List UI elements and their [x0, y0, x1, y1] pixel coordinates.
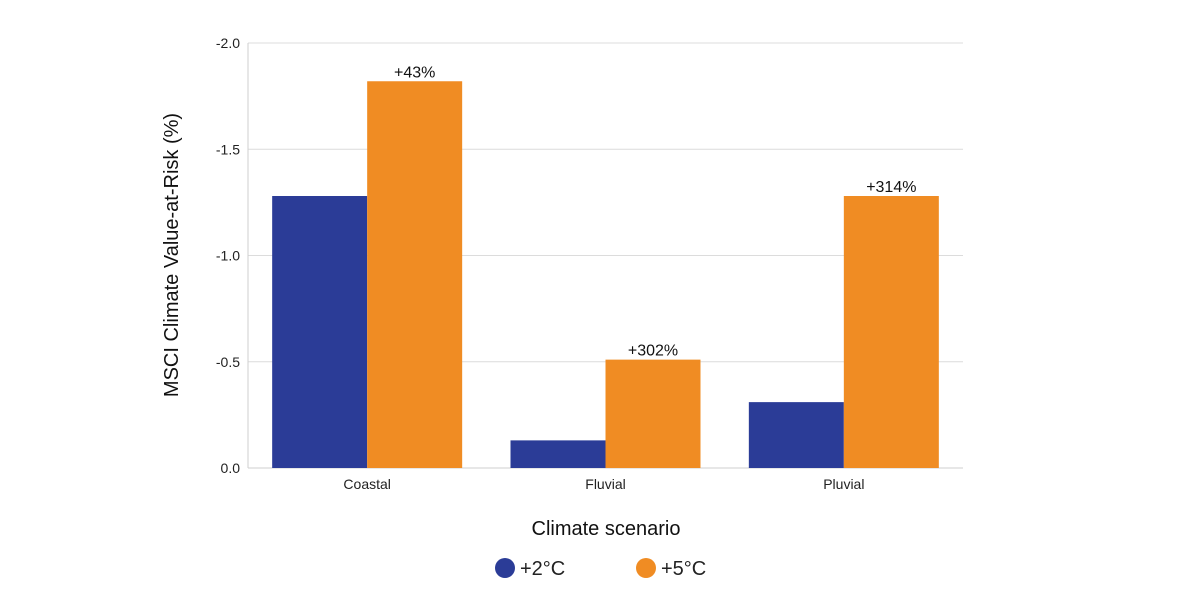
legend-label: +2°C	[520, 558, 565, 580]
y-axis-title: MSCI Climate Value-at-Risk (%)	[161, 113, 183, 397]
y-tick-label: -2.0	[216, 35, 240, 51]
bar-data-label: +43%	[394, 64, 435, 81]
legend-label: +5°C	[661, 558, 706, 580]
bar-pluvial-plus2c	[748, 402, 844, 468]
x-tick-label: Pluvial	[823, 476, 864, 492]
y-tick-label: -1.0	[216, 248, 240, 264]
x-axis-ticks: Coastal Fluvial Pluvial	[343, 476, 864, 492]
x-tick-label: Fluvial	[585, 476, 625, 492]
legend-swatch	[636, 558, 656, 578]
y-tick-label: -0.5	[216, 354, 240, 370]
bar-pluvial-plus5c	[843, 196, 939, 468]
y-tick-label: -1.5	[216, 141, 240, 157]
x-tick-label: Coastal	[343, 476, 390, 492]
bar-data-label: +314%	[866, 179, 916, 196]
x-axis-title: Climate scenario	[532, 518, 681, 540]
y-axis-ticks: 0.0 -0.5 -1.0 -1.5 -2.0	[216, 35, 240, 476]
data-labels: +43% +302% +314%	[394, 64, 916, 359]
bar-fluvial-plus5c	[605, 359, 701, 468]
bar-fluvial-plus2c	[510, 440, 606, 468]
legend-swatch	[495, 558, 515, 578]
bars	[272, 81, 939, 468]
bar-coastal-plus2c	[272, 196, 368, 468]
y-tick-label: 0.0	[221, 460, 241, 476]
bar-coastal-plus5c	[367, 81, 463, 468]
legend: +2°C +5°C	[495, 558, 706, 580]
bar-data-label: +302%	[628, 343, 678, 360]
